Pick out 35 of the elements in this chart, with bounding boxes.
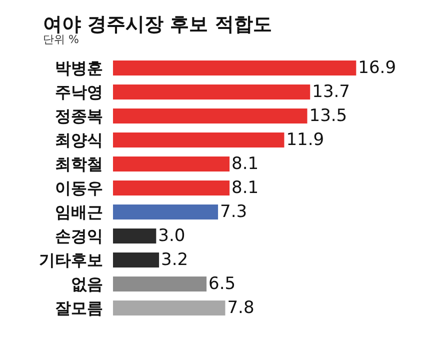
y-tick-label: 주낙영 (55, 82, 103, 102)
bar (113, 84, 310, 100)
chart-title: 여야 경주시장 후보 적합도 (43, 14, 272, 36)
bar (113, 300, 226, 316)
y-tick-label: 임배근 (55, 202, 103, 222)
y-tick-label: 손경익 (55, 226, 103, 246)
data-label: 3.0 (158, 226, 186, 246)
y-tick-label: 최학철 (55, 154, 103, 174)
data-label: 11.9 (286, 130, 324, 150)
y-tick-label: 이동우 (55, 178, 103, 198)
y-tick-label: 최양식 (55, 130, 103, 150)
data-label: 8.1 (232, 154, 259, 174)
bar (113, 180, 230, 196)
data-label: 7.8 (227, 298, 254, 318)
bar (113, 204, 218, 220)
bar (113, 276, 207, 292)
data-label: 7.3 (220, 202, 248, 222)
data-label: 6.5 (208, 274, 236, 294)
bar (113, 108, 308, 124)
data-label: 8.1 (232, 178, 259, 198)
bar (113, 252, 160, 268)
bar (113, 132, 284, 148)
y-tick-label: 기타후보 (39, 250, 103, 270)
bar (113, 156, 230, 172)
data-label: 13.5 (309, 106, 348, 126)
y-tick-label: 잘모름 (55, 298, 103, 318)
data-label: 13.7 (312, 82, 350, 102)
chart-subtitle: 단위 % (43, 33, 79, 46)
y-tick-label: 없음 (71, 274, 103, 294)
data-label: 3.2 (161, 250, 188, 270)
bar (113, 228, 156, 244)
y-tick-label: 정종복 (55, 106, 103, 126)
bar (113, 60, 356, 76)
y-tick-label: 박병훈 (55, 58, 103, 78)
data-label: 16.9 (358, 58, 396, 78)
